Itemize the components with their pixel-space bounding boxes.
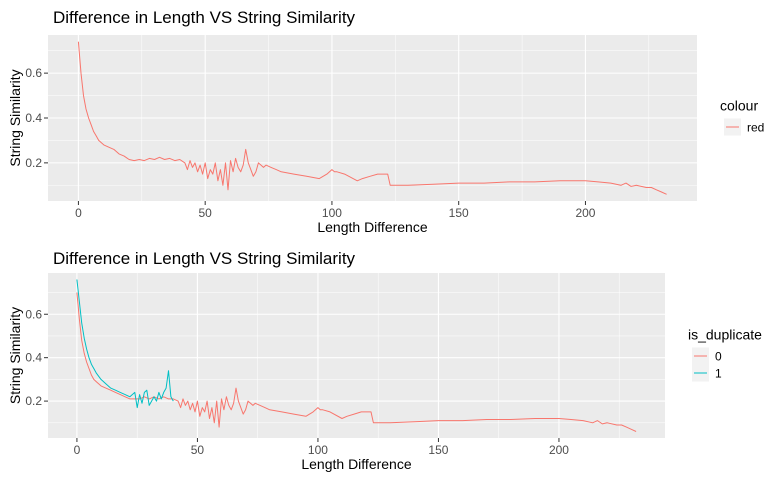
x-axis-title: Length Difference xyxy=(317,219,427,235)
x-tick-label: 100 xyxy=(308,443,328,457)
x-tick-label: 100 xyxy=(322,206,342,220)
x-tick-label: 50 xyxy=(191,443,205,457)
x-tick-label: 50 xyxy=(199,206,213,220)
legend-label: 0 xyxy=(715,350,722,364)
plot-panel xyxy=(48,273,665,438)
x-axis-title: Length Difference xyxy=(301,456,411,472)
series-line-0 xyxy=(76,292,637,432)
legend: is_duplicate 0 1 xyxy=(688,327,762,382)
x-tick-label: 200 xyxy=(575,206,595,220)
series-line-red xyxy=(77,41,667,195)
x-tick-label: 200 xyxy=(549,443,569,457)
legend-label: 1 xyxy=(715,367,722,381)
chart-2: 0 50 100 150 200 0.2 0.4 0.6 Difference in Lengt… xyxy=(7,249,762,472)
chart-1: 0 50 100 150 200 0.2 0.4 0.6 Difference in Lengt… xyxy=(7,8,764,235)
y-tick-label: 0.2 xyxy=(25,394,42,408)
y-tick-label: 0.6 xyxy=(25,307,42,321)
y-tick-label: 0.2 xyxy=(25,156,42,170)
x-tick-label: 150 xyxy=(449,206,469,220)
legend: colour red xyxy=(720,98,764,136)
y-axis-title: String Similarity xyxy=(7,69,23,166)
chart-title: Difference in Length VS String Similarit… xyxy=(53,8,356,27)
y-tick-label: 0.4 xyxy=(25,351,42,365)
chart-title: Difference in Length VS String Similarit… xyxy=(53,249,356,268)
legend-title: colour xyxy=(720,98,758,114)
x-tick-label: 0 xyxy=(74,443,81,457)
x-tick-label: 0 xyxy=(75,206,82,220)
y-axis-title: String Similarity xyxy=(7,307,23,404)
series-line-1 xyxy=(76,279,174,409)
legend-title: is_duplicate xyxy=(688,327,762,343)
y-tick-label: 0.4 xyxy=(25,111,42,125)
x-tick-label: 150 xyxy=(428,443,448,457)
legend-label: red xyxy=(747,121,764,135)
y-tick-label: 0.6 xyxy=(25,66,42,80)
